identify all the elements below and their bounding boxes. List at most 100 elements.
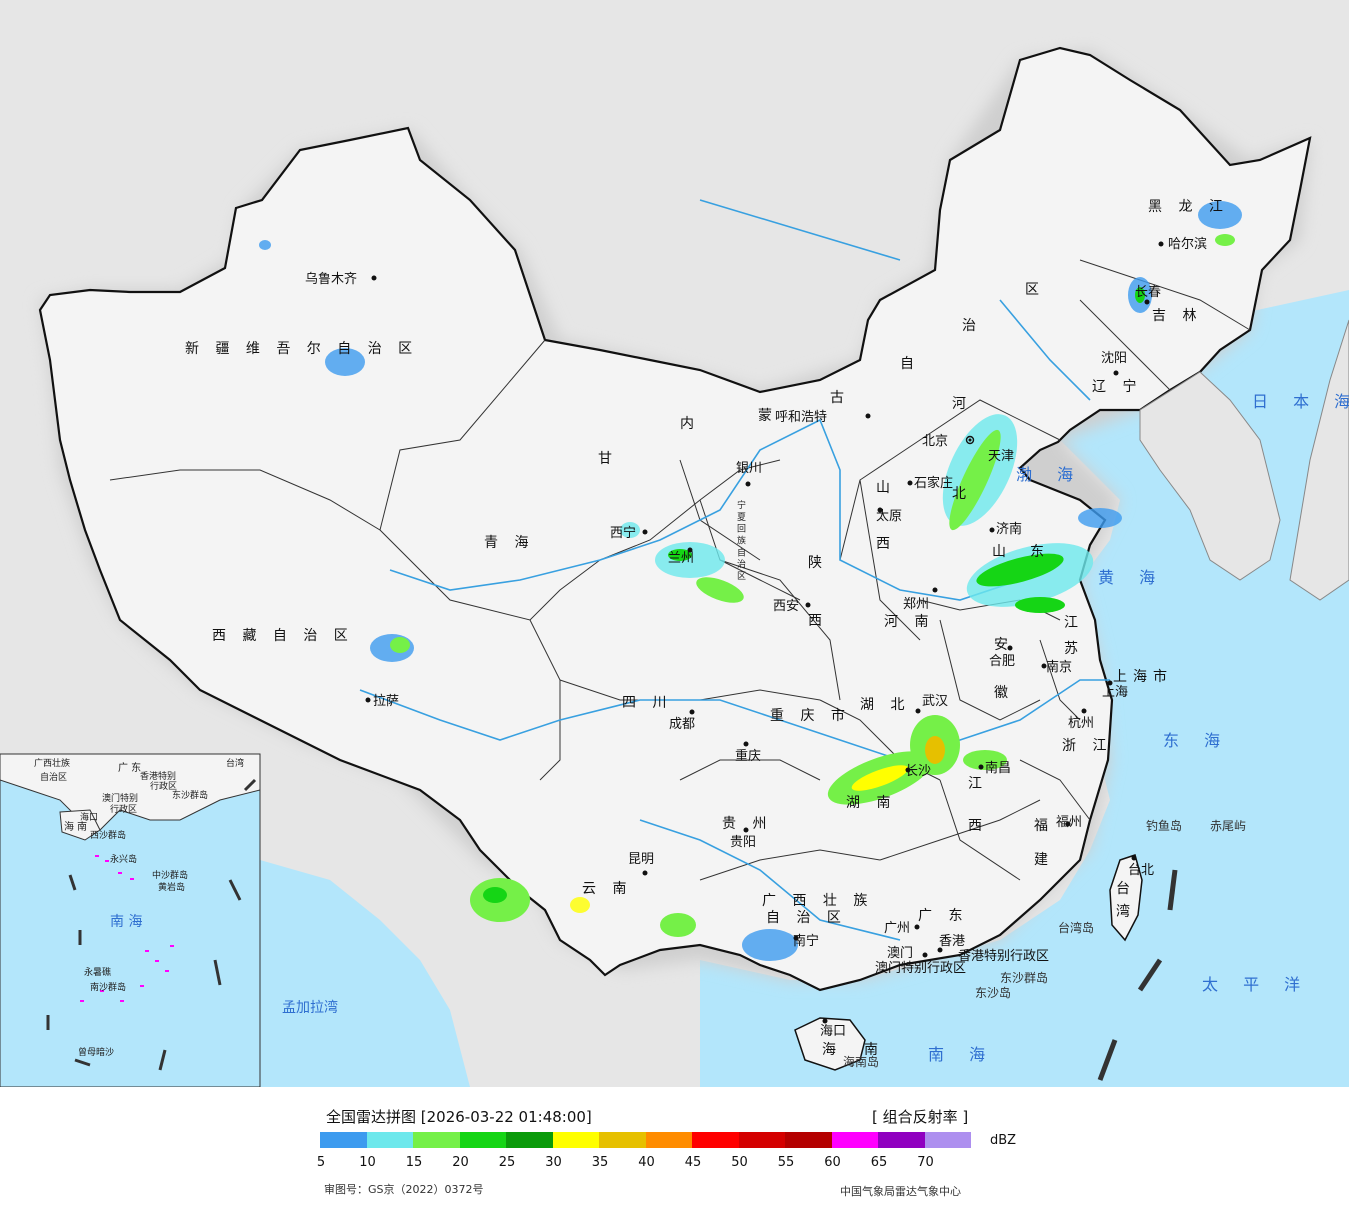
inset-nansha: 南沙群岛 (90, 981, 126, 993)
province-neimeng-4: 自 (900, 356, 920, 372)
city-zhengzhou: 郑州 (903, 597, 929, 612)
province-neimeng-5: 治 (962, 318, 982, 334)
city-shanghai: 上海 (1102, 685, 1128, 700)
scale-tick: 60 (824, 1155, 841, 1170)
color-swatch (878, 1132, 925, 1148)
color-swatch (831, 1132, 878, 1148)
city-lhasa: 拉萨 (373, 694, 399, 709)
province-liaoning: 辽 宁 (1092, 378, 1142, 395)
inset-zengmu: 曾母暗沙 (78, 1046, 114, 1058)
city-dots (365, 241, 1164, 1024)
sea-bay-bengal (260, 860, 470, 1087)
city-chengdu: 成都 (669, 717, 695, 732)
inset-guangxi-2: 自治区 (40, 771, 67, 783)
scale-tick: 70 (917, 1155, 934, 1170)
city-changchun: 长春 (1135, 285, 1161, 300)
city-hongkong: 香港 (939, 934, 965, 949)
province-shandong-1: 山 (992, 544, 1012, 560)
sea-labels: 日 本 海 渤 海 黄 海 东 海 南 海 太 平 洋 孟加拉湾 (282, 392, 1349, 1064)
map-canvas: 新 疆 维 吾 尔 自 治 区 西 藏 自 治 区 青 海 甘 内 蒙 古 自 … (0, 0, 1349, 1087)
japan (1289, 319, 1349, 601)
inset-macau-1: 澳门特别 (102, 792, 138, 804)
city-nanchang: 南昌 (985, 760, 1011, 776)
island-dongsha-group: 东沙群岛 (1000, 970, 1048, 985)
inset-guangxi-1: 广西壮族 (34, 757, 70, 769)
scale-tick: 30 (545, 1155, 562, 1170)
inset-taiwan: 台湾 (226, 757, 244, 769)
province-hunan: 湖 南 (846, 795, 896, 811)
province-chongqing: 重 庆 市 (770, 707, 851, 724)
province-shanxi-2: 西 (876, 536, 896, 552)
island-dongsha: 东沙岛 (975, 985, 1011, 1000)
color-swatch (506, 1132, 553, 1148)
approval-number: 审图号：GS京（2022）0372号 (324, 1183, 484, 1196)
city-haikou: 海口 (820, 1024, 846, 1039)
province-guangdong: 广 东 (918, 908, 968, 924)
city-taipei: 台北 (1128, 863, 1154, 878)
scale-tick: 45 (684, 1155, 702, 1170)
sea-boundary-dashes (1097, 869, 1178, 1081)
inset-yongxing: 永兴岛 (110, 853, 137, 865)
mosaic-title: 全国雷达拼图 [2026-03-22 01:48:00] (326, 1108, 592, 1126)
province-hainan-1: 海 (822, 1042, 842, 1058)
color-swatch (785, 1132, 832, 1148)
sea-bengal: 孟加拉湾 (282, 999, 338, 1016)
province-guizhou: 贵 州 (722, 816, 772, 832)
province-hebei-2: 北 (952, 486, 972, 502)
city-harbin: 哈尔滨 (1168, 236, 1207, 252)
sea-nanhai: 南 海 (928, 1045, 995, 1064)
color-swatch (692, 1132, 739, 1148)
province-guangxi-2: 自 治 区 (766, 910, 847, 926)
province-shandong-2: 东 (1030, 544, 1050, 560)
island-diaoyu: 钓鱼岛 (1146, 818, 1182, 833)
island-labels: 钓鱼岛 赤尾屿 台湾岛 东沙群岛 东沙岛 海南岛 上海市 香港特别行政区 澳门特… (843, 668, 1246, 1069)
city-nanjing: 南京 (1046, 659, 1072, 675)
color-swatch (645, 1132, 692, 1148)
color-swatch (366, 1132, 413, 1148)
province-anhui-1: 安 (994, 637, 1014, 653)
island-taiwan: 台湾岛 (1058, 920, 1094, 935)
city-kunming: 昆明 (628, 852, 654, 867)
province-henan: 河 南 (884, 614, 934, 630)
scale-tick: 55 (777, 1155, 795, 1170)
province-fujian-1: 福 (1034, 818, 1054, 834)
province-shaanxi-1: 陕 (808, 555, 828, 571)
korea-peninsula (1139, 371, 1281, 581)
city-labels: 乌鲁木齐 拉萨 西宁 兰州 银川 呼和浩特 北京 天津 石家庄 太原 济南 郑州… (305, 236, 1207, 1039)
city-urumqi: 乌鲁木齐 (305, 271, 357, 287)
scale-tick: 10 (359, 1155, 376, 1170)
scale-tick: 25 (498, 1155, 516, 1170)
province-neimeng-3: 古 (830, 390, 850, 406)
province-gansu: 甘 (598, 451, 618, 467)
product-name: [ 组合反射率 ] (872, 1108, 969, 1126)
province-zhejiang: 浙 江 (1062, 738, 1112, 754)
scale-tick: 65 (870, 1155, 888, 1170)
province-anhui-2: 徽 (994, 685, 1014, 701)
province-hebei-1: 河 (952, 396, 972, 412)
city-guiyang: 贵阳 (730, 835, 756, 850)
province-neimeng-2: 蒙 (758, 408, 778, 424)
scale-tick: 20 (452, 1155, 469, 1170)
city-nanning: 南宁 (793, 933, 819, 949)
province-ningxia: 宁 夏 回 族 自 治 区 (735, 499, 746, 580)
inset-xisha: 西沙群岛 (90, 829, 126, 841)
inset-hainan: 海 南 (64, 820, 87, 833)
inset-dongsha: 东沙群岛 (172, 789, 208, 801)
city-taiyuan: 太原 (876, 509, 902, 524)
city-guangzhou: 广州 (884, 921, 910, 936)
city-jinan: 济南 (996, 521, 1022, 537)
color-swatch (924, 1132, 971, 1148)
island-chiwei: 赤尾屿 (1210, 819, 1246, 833)
city-shenyang: 沈阳 (1101, 351, 1127, 366)
province-fujian-2: 建 (1034, 852, 1054, 868)
province-shanxi-1: 山 (876, 480, 896, 496)
inset-labels: 广 东 澳门特别 行政区 香港特别 行政区 东沙群岛 海 南 海口 西沙群岛 永… (34, 757, 244, 1058)
inset-nanhai: 南 海 (110, 914, 142, 930)
sea-pacific: 太 平 洋 (1202, 975, 1310, 994)
province-taiwan-1: 台 (1116, 881, 1136, 897)
unit-label: dBZ (990, 1133, 1017, 1148)
inset-haikou: 海口 (80, 811, 98, 823)
city-wuhan: 武汉 (922, 694, 948, 709)
province-heilongjiang: 黑 龙 江 (1148, 199, 1229, 215)
